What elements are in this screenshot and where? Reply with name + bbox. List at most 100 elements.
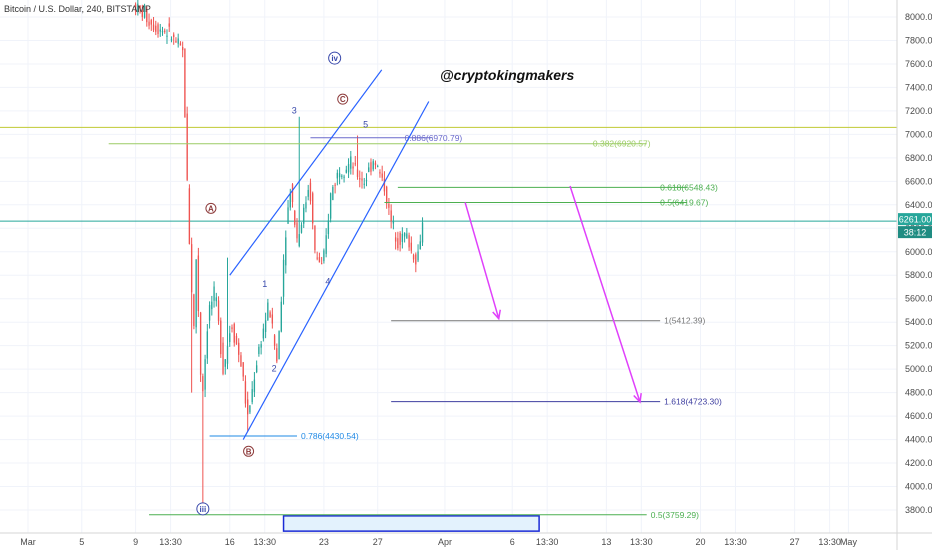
candle-body [408, 235, 410, 248]
x-tick-label: 27 [373, 537, 383, 547]
candle-body [152, 24, 155, 31]
y-tick-label: 3800.00 [905, 505, 932, 515]
wave-circle-label: iv [331, 54, 338, 63]
candle-body [238, 342, 240, 355]
candle-body [379, 171, 381, 174]
candle-body [278, 331, 280, 360]
candle-body [325, 235, 327, 254]
candle-body [182, 47, 184, 51]
candle-body [195, 259, 197, 328]
candle-body [354, 163, 356, 165]
y-tick-label: 4000.00 [905, 482, 932, 492]
y-tick-label: 8000.00 [905, 12, 932, 22]
candle-body [235, 335, 238, 345]
candle-body [269, 312, 271, 318]
projection-arrows [464, 185, 642, 404]
wave-circle [205, 202, 217, 214]
wave-label: 5 [363, 119, 368, 129]
y-tick-label: 7600.00 [905, 59, 932, 69]
candles [134, 0, 424, 503]
x-tick-label: 5 [79, 537, 84, 547]
candle-body [314, 225, 316, 251]
y-tick-label: 4600.00 [905, 411, 932, 421]
candle-body [190, 244, 193, 293]
x-tick-label: May [840, 537, 858, 547]
candle-body [224, 359, 226, 367]
candle-body [146, 10, 148, 23]
arrow-shaft [464, 202, 500, 319]
candle-body [267, 302, 269, 321]
candle-body [148, 21, 150, 26]
candle-body [359, 178, 361, 180]
candle-body [229, 333, 231, 342]
candle-body [401, 233, 404, 242]
candle-body [155, 25, 157, 32]
candle-body [287, 207, 289, 224]
candle-body [260, 344, 262, 348]
candle-body [406, 233, 408, 239]
x-tick-label: 13:30 [724, 537, 747, 547]
y-tick-label: 6600.00 [905, 176, 932, 186]
candle-body [159, 29, 161, 32]
candle-body [175, 40, 177, 43]
x-tick-label: 6 [510, 537, 515, 547]
y-tick-label: 7000.00 [905, 129, 932, 139]
candle-body [202, 376, 204, 392]
chart-title: Bitcoin / U.S. Dollar, 240, BITSTAMP [4, 4, 151, 14]
candle-body [231, 327, 233, 330]
candle-body [262, 328, 265, 339]
candle-body [303, 207, 305, 224]
candle-body [419, 241, 421, 250]
fib-levels: 0.886(6970.79) 0.382(6920.57) 0.618(6548.4… [108, 133, 722, 520]
candle-body [410, 242, 412, 251]
y-tick-label: 4400.00 [905, 435, 932, 445]
candle-body [233, 323, 235, 343]
x-tick-label: 13:30 [159, 537, 182, 547]
candle-body [370, 162, 372, 172]
candle-body [197, 255, 200, 312]
candle-body [170, 39, 173, 41]
wave-circle-label: A [208, 204, 214, 213]
candle-body [352, 166, 354, 169]
wave-label: 1 [262, 279, 267, 289]
candle-body [403, 232, 406, 237]
y-tick-label: 6400.00 [905, 200, 932, 210]
y-tick-label: 5600.00 [905, 294, 932, 304]
y-tick-label: 4200.00 [905, 458, 932, 468]
candle-body [336, 172, 339, 179]
fib-level-label: 0.886(6970.79) [405, 133, 463, 143]
wave-label: 4 [325, 277, 330, 287]
candle-body [193, 294, 195, 326]
fib-level-label: 0.618(6548.43) [660, 182, 718, 192]
y-tick-label: 5200.00 [905, 341, 932, 351]
candle-body [412, 255, 415, 260]
arrow-shaft [569, 185, 641, 403]
watermark: @cryptokingmakers [440, 67, 574, 83]
fib-level-label: 0.5(3759.29) [651, 510, 699, 520]
candle-body [247, 399, 249, 415]
candle-body [242, 362, 244, 377]
candle-body [397, 238, 399, 249]
candle-body [385, 186, 388, 204]
candle-body [363, 183, 365, 185]
candle-body [383, 178, 386, 192]
x-tick-label: 9 [133, 537, 138, 547]
candle-body [390, 210, 392, 221]
current-price-label: 6261.00 [899, 215, 932, 225]
candle-body [320, 263, 323, 265]
candle-body [361, 178, 363, 181]
current-price-badge [898, 213, 932, 226]
candle-body [421, 222, 424, 243]
candle-body [244, 381, 247, 404]
candle-body [253, 379, 256, 392]
channel-line [242, 101, 430, 440]
candle-body [264, 320, 267, 332]
x-tick-label: Mar [20, 537, 36, 547]
wave-circle [243, 445, 255, 457]
candle-body [139, 5, 141, 10]
candle-body [184, 48, 186, 118]
candle-body [204, 359, 206, 390]
